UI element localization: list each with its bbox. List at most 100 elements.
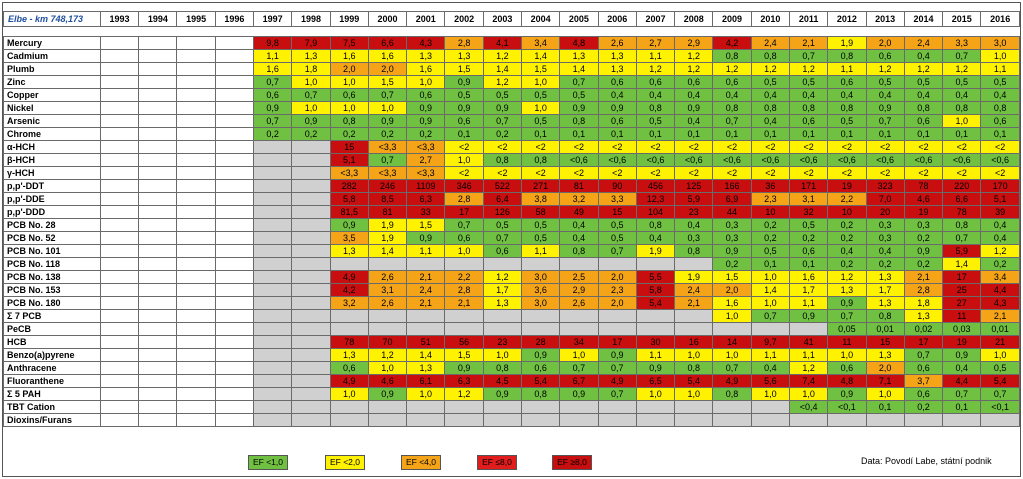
value-cell: 0,3 (712, 231, 752, 245)
value-cell (138, 101, 178, 115)
value-cell: 1109 (406, 179, 446, 193)
value-cell: 1,8 (903, 296, 944, 310)
value-cell: 0,9 (597, 348, 637, 362)
value-cell: 1,0 (750, 296, 790, 310)
value-cell: <0,4 (788, 400, 829, 414)
value-cell (214, 140, 255, 154)
value-cell: 171 (788, 179, 829, 193)
value-cell: 10 (750, 205, 790, 219)
value-cell (750, 413, 790, 427)
value-cell: 6,4 (482, 192, 523, 206)
value-cell (253, 374, 293, 388)
row-label: Dioxins/Furans (3, 413, 101, 427)
value-cell: 0,7 (444, 218, 484, 232)
value-cell (214, 36, 255, 50)
value-cell (520, 257, 561, 271)
value-cell: <2 (482, 166, 523, 180)
value-cell: 1,3 (865, 348, 905, 362)
value-cell (214, 127, 255, 141)
value-cell: 10 (827, 205, 867, 219)
value-cell: 0,8 (750, 101, 790, 115)
value-cell (138, 387, 178, 401)
value-cell: <0,6 (597, 153, 637, 167)
value-cell (99, 179, 140, 193)
value-cell (99, 88, 140, 102)
value-cell: 1,6 (329, 49, 369, 63)
value-cell: 0,1 (942, 400, 982, 414)
value-cell: 1,0 (674, 387, 714, 401)
value-cell: 0,2 (750, 231, 790, 245)
value-cell: 4,5 (482, 374, 523, 388)
value-cell: 0,4 (559, 218, 599, 232)
value-cell: 0,9 (406, 101, 446, 115)
value-cell: 3,6 (520, 283, 561, 297)
value-cell: <0,6 (827, 153, 867, 167)
value-cell: 3,1 (788, 192, 829, 206)
value-cell: 0,7 (942, 49, 982, 63)
value-cell: 1,3 (444, 49, 484, 63)
value-cell (176, 335, 216, 349)
value-cell (176, 374, 216, 388)
value-cell: <2 (520, 166, 561, 180)
value-cell: 5,8 (329, 192, 369, 206)
value-cell: 0,5 (520, 88, 561, 102)
value-cell: 0,3 (865, 218, 905, 232)
row-label: PCB No. 153 (3, 283, 101, 297)
value-cell: 0,4 (980, 218, 1020, 232)
legend-swatch: EF ≥8,0 (552, 455, 592, 470)
row-label: Plumb (3, 62, 101, 76)
value-cell: <3,3 (329, 166, 369, 180)
table-row: α-HCH 15 <3,3 <3,3 <2 <2 <2 <2 <2 <2 <2 <2 <2 <2 <2 <2 <… (3, 140, 1020, 154)
value-cell (138, 88, 178, 102)
value-cell (291, 296, 331, 310)
value-cell: 58 (520, 205, 561, 219)
value-cell: 0,8 (329, 114, 369, 128)
value-cell: 15 (329, 140, 369, 154)
value-cell (482, 413, 523, 427)
value-cell: 25 (942, 283, 982, 297)
value-cell: 7,1 (865, 374, 905, 388)
value-cell: 0,5 (482, 88, 523, 102)
year-header: 2009 (712, 11, 752, 27)
value-cell: 0,6 (980, 114, 1020, 128)
value-cell (138, 36, 178, 50)
value-cell: 1,2 (750, 62, 790, 76)
value-cell: 1,2 (674, 49, 714, 63)
value-cell (214, 166, 255, 180)
value-cell: 125 (674, 179, 714, 193)
value-cell: 1,3 (597, 49, 637, 63)
value-cell: <2 (520, 140, 561, 154)
value-cell: <2 (788, 140, 829, 154)
value-cell (176, 75, 216, 89)
value-cell (291, 335, 331, 349)
value-cell: 33 (406, 205, 446, 219)
value-cell (214, 374, 255, 388)
value-cell: 0,9 (865, 101, 905, 115)
value-cell: 1,1 (635, 348, 676, 362)
year-header: 2008 (674, 11, 714, 27)
value-cell: 0,9 (559, 387, 599, 401)
year-header: 1998 (291, 11, 331, 27)
table-row: Anthracene 0,6 1,0 1,3 0,9 0,8 0,6 0,7 0,7 0,9 0,8… (3, 361, 1020, 375)
value-cell: 0,01 (980, 322, 1020, 336)
value-cell: 1,2 (980, 244, 1020, 258)
value-cell: 0,7 (559, 75, 599, 89)
value-cell: 0,6 (788, 244, 829, 258)
value-cell: 1,1 (253, 49, 293, 63)
value-cell: 1,3 (559, 49, 599, 63)
value-cell: 11 (942, 309, 982, 323)
value-cell (214, 244, 255, 258)
value-cell: 0,9 (482, 387, 523, 401)
value-cell: 1,9 (367, 218, 408, 232)
value-cell: 1,5 (444, 348, 484, 362)
value-cell: 6,6 (942, 192, 982, 206)
value-cell: <0,1 (980, 400, 1020, 414)
value-cell: 0,4 (942, 88, 982, 102)
value-cell: 0,4 (750, 88, 790, 102)
value-cell: 0,2 (788, 231, 829, 245)
value-cell: 0,2 (827, 257, 867, 271)
value-cell: 1,6 (788, 270, 829, 284)
value-cell (367, 309, 408, 323)
value-cell (99, 361, 140, 375)
value-cell: 0,9 (827, 387, 867, 401)
